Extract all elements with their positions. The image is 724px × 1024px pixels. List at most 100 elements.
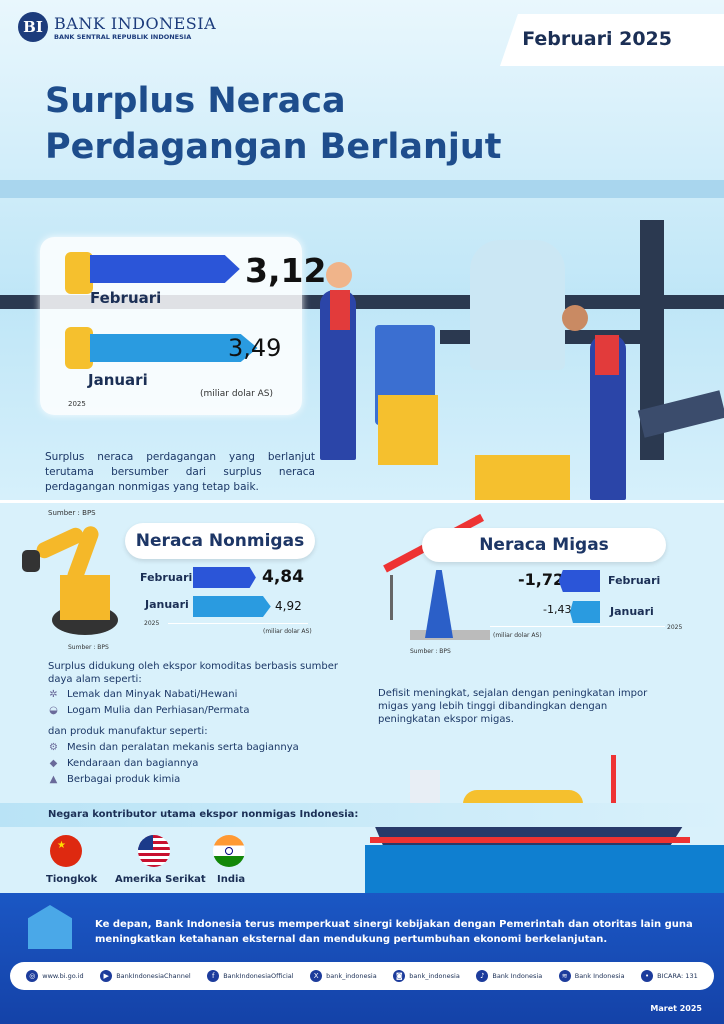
country-label: Tiongkok: [46, 874, 98, 885]
oil-pump-icon: [380, 513, 490, 650]
list-item: ▲ Berbagai produk kimia: [48, 771, 299, 787]
axis-line: [168, 623, 308, 624]
migas-year: 2025: [667, 624, 683, 631]
youtube-link[interactable]: ▶ BankIndonesiaChannel: [100, 970, 191, 982]
title-line-1: Surplus Neraca: [45, 81, 346, 121]
migas-feb-value: -1,72: [518, 570, 565, 589]
page-title: Surplus Neraca Perdagangan Berlanjut: [45, 78, 502, 170]
instagram-icon: ◙: [393, 970, 406, 982]
nonmigas-jan-value: 4,92: [275, 599, 302, 613]
machine-icon: ⚙: [49, 741, 58, 753]
migas-jan-value: -1,43: [543, 603, 572, 616]
feb-bar: [90, 255, 240, 283]
nonmigas-year: 2025: [144, 620, 160, 627]
spotify-link[interactable]: ≋ Bank Indonesia: [558, 970, 625, 982]
bank-indonesia-logo: BI BANK INDONESIA BANK SENTRAL REPUBLIK I…: [18, 12, 216, 42]
nonmigas-feb-label: Februari: [140, 571, 193, 584]
migas-feb-bar: [558, 570, 600, 592]
india-flag-icon: [213, 835, 245, 867]
feb-value: 3,12: [245, 251, 327, 290]
manufacture-list: ⚙ Mesin dan peralatan mekanis serta bagia…: [48, 739, 299, 787]
facebook-link[interactable]: f BankIndonesiaOfficial: [207, 970, 294, 982]
item-label: Kendaraan dan bagiannya: [67, 757, 199, 769]
migas-jan-bar: [569, 601, 600, 623]
x-icon: X: [310, 970, 323, 982]
website-link[interactable]: ◎ www.bi.go.id: [26, 970, 84, 982]
usa-flag-icon: [138, 835, 170, 867]
chemical-flask-icon: ▲: [49, 773, 58, 785]
social-media-bar: ◎ www.bi.go.id ▶ BankIndonesiaChannel f Ban…: [10, 962, 714, 990]
migas-source: Sumber : BPS: [410, 648, 451, 655]
footer-text: Ke depan, Bank Indonesia terus memperkua…: [95, 919, 693, 945]
nonmigas-jan-label: Januari: [145, 598, 189, 611]
social-label: BICARA: 131: [657, 972, 698, 980]
list-item: ⚙ Mesin dan peralatan mekanis serta bagia…: [48, 739, 299, 755]
migas-jan-label: Januari: [610, 605, 654, 618]
bi-logo-icon: BI: [18, 12, 48, 42]
social-label: Bank Indonesia: [492, 972, 543, 980]
nonmigas-jan-bar: [193, 596, 271, 617]
country-label: India: [217, 874, 246, 885]
youtube-icon: ▶: [100, 970, 113, 982]
nonmigas-source: Sumber : BPS: [68, 644, 109, 651]
gold-bar-icon: ◒: [49, 704, 58, 716]
feb-label: Februari: [90, 289, 162, 307]
logo-subtitle: BANK SENTRAL REPUBLIK INDONESIA: [54, 32, 192, 41]
migas-unit: (miliar dolar AS): [493, 632, 542, 639]
item-label: Mesin dan peralatan mekanis serta bagian…: [67, 741, 299, 753]
title-line-2: Perdagangan Berlanjut: [45, 127, 502, 167]
list-item: ✲ Lemak dan Minyak Nabati/Hewani: [48, 686, 249, 702]
tiktok-link[interactable]: ♪ Bank Indonesia: [476, 970, 542, 982]
migas-feb-label: Februari: [608, 574, 661, 587]
tiktok-icon: ♪: [476, 970, 489, 982]
nonmigas-unit: (miliar dolar AS): [263, 628, 312, 635]
nonmigas-feb-bar: [193, 567, 256, 588]
jan-bar: [90, 334, 258, 362]
list-item: ◆ Kendaraan dan bagiannya: [48, 755, 299, 771]
divider: [0, 500, 724, 503]
item-label: Logam Mulia dan Perhiasan/Permata: [67, 704, 250, 716]
total-balance-card: 3,12 Februari 3,49 Januari 2025 (miliar …: [40, 237, 326, 415]
vehicle-part-icon: ◆: [49, 757, 58, 769]
factory-illustration: [0, 170, 724, 500]
facebook-icon: f: [207, 970, 220, 982]
unit-label: (miliar dolar AS): [200, 389, 274, 399]
nonmigas-intro: Surplus didukung oleh ekspor komoditas b…: [48, 661, 338, 685]
instagram-link[interactable]: ◙ bank_indonesia: [393, 970, 460, 982]
bicara-link[interactable]: • BICARA: 131: [641, 970, 698, 982]
oil-bottle-icon: [65, 252, 93, 294]
jan-label: Januari: [88, 371, 148, 389]
source-label: Sumber : BPS: [48, 509, 96, 517]
item-label: Berbagai produk kimia: [67, 773, 181, 785]
jan-value: 3,49: [228, 334, 282, 362]
countries-band: [0, 803, 724, 827]
footer: [0, 893, 724, 1024]
list-item: ◒ Logam Mulia dan Perhiasan/Permata: [48, 702, 249, 718]
social-label: bank_indonesia: [409, 972, 460, 980]
oil-drop-icon: ✲: [49, 688, 58, 700]
manufacture-intro: dan produk manufaktur seperti:: [48, 726, 208, 737]
country-label: Amerika Serikat: [115, 874, 206, 885]
bicara-icon: •: [641, 970, 654, 982]
axis-line: [490, 626, 665, 627]
social-label: Bank Indonesia: [574, 972, 625, 980]
date-box: [500, 14, 724, 66]
logo-name: BANK INDONESIA: [54, 13, 217, 33]
oil-bottle-icon: [65, 327, 93, 369]
migas-title: Neraca Migas: [422, 528, 666, 562]
item-label: Lemak dan Minyak Nabati/Hewani: [67, 688, 238, 700]
globe-icon: ◎: [26, 970, 39, 982]
social-label: www.bi.go.id: [42, 972, 84, 980]
year-label: 2025: [68, 400, 86, 408]
nonmigas-title: Neraca Nonmigas: [125, 523, 315, 559]
social-label: BankIndonesiaChannel: [116, 972, 191, 980]
nonmigas-feb-value: 4,84: [262, 567, 304, 587]
resource-list: ✲ Lemak dan Minyak Nabati/Hewani ◒ Logam M…: [48, 686, 249, 718]
spotify-icon: ≋: [558, 970, 571, 982]
robot-arm-icon: [20, 520, 120, 640]
period-label: Februari 2025: [522, 28, 672, 50]
china-flag-icon: ★: [50, 835, 82, 867]
countries-heading: Negara kontributor utama ekspor nonmigas…: [48, 809, 359, 820]
summary-text: Surplus neraca perdagangan yang berlanju…: [45, 451, 315, 493]
